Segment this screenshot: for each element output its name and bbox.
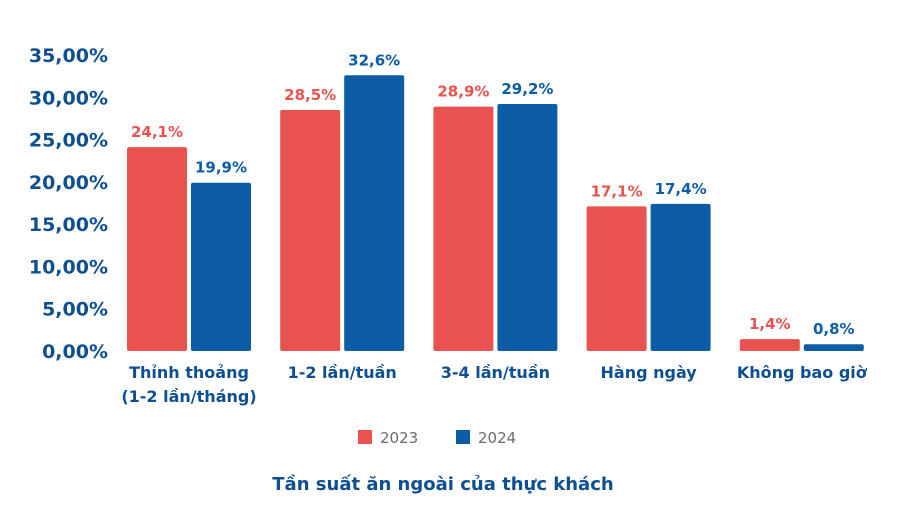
data-label: 24,1%	[131, 123, 183, 141]
data-label: 32,6%	[348, 51, 400, 69]
y-axis: 0,00% 5,00% 10,00% 15,00% 20,00% 25,00% 30,00%…	[29, 45, 108, 363]
bar-2024	[650, 203, 711, 351]
legend-label: 2024	[478, 429, 516, 447]
data-label: 19,9%	[195, 159, 247, 177]
data-label: 28,9%	[437, 83, 489, 101]
bar-2023	[127, 147, 187, 351]
y-tick-label: 15,00%	[29, 214, 108, 236]
chart-title: Tần suất ăn ngoài của thực khách	[272, 474, 613, 495]
bar-2023	[586, 206, 647, 351]
x-axis: Thỉnh thoảng (1-2 lần/tháng) 1-2 lần/tuần 3…	[121, 363, 867, 406]
x-category-label: 3-4 lần/tuần	[441, 363, 550, 382]
legend-swatch-2024	[456, 430, 470, 444]
x-category-label: Hàng ngày	[601, 363, 698, 382]
x-category-label: (1-2 lần/tháng)	[121, 387, 256, 406]
bar-2024	[191, 182, 251, 351]
bar-2023	[280, 109, 341, 351]
legend-label: 2023	[380, 429, 418, 447]
data-label: 17,1%	[591, 182, 643, 200]
bar-2024	[803, 344, 864, 351]
y-tick-label: 30,00%	[29, 87, 108, 109]
x-category-label: Thỉnh thoảng	[129, 363, 249, 382]
legend: 2023 2024	[358, 429, 516, 447]
bars: 24,1% 19,9% 28,5% 32,6% 28,9% 29,2% 17,1% 17,4%…	[127, 51, 864, 352]
y-tick-label: 5,00%	[42, 299, 108, 321]
bar-2023	[433, 106, 494, 352]
y-tick-label: 35,00%	[29, 45, 108, 67]
data-label: 1,4%	[749, 315, 791, 333]
x-category-label: Không bao giờ	[737, 363, 868, 382]
y-tick-label: 0,00%	[42, 341, 108, 363]
bar-2024	[497, 104, 558, 352]
y-tick-label: 10,00%	[29, 256, 108, 278]
data-label: 0,8%	[813, 320, 855, 338]
bar-2024	[344, 75, 405, 351]
x-category-label: 1-2 lần/tuần	[288, 363, 397, 382]
data-label: 17,4%	[655, 180, 707, 198]
y-tick-label: 20,00%	[29, 172, 108, 194]
bar-2023	[739, 339, 800, 351]
legend-swatch-2023	[358, 430, 372, 444]
data-label: 28,5%	[284, 86, 336, 104]
data-label: 29,2%	[501, 80, 553, 98]
y-tick-label: 25,00%	[29, 130, 108, 152]
